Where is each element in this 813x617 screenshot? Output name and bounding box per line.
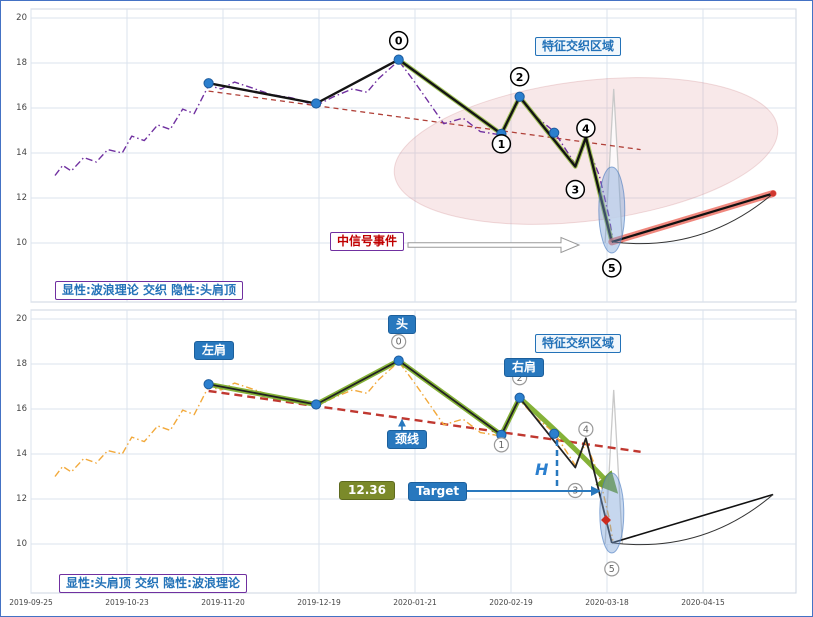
wave-number-circle xyxy=(604,561,620,577)
wave-number: 5 xyxy=(609,564,615,575)
final-arc xyxy=(611,494,774,546)
trendline xyxy=(208,90,641,151)
pivot-dot xyxy=(393,355,404,366)
final-arc xyxy=(611,193,774,245)
pivot-dot xyxy=(514,91,525,102)
wave-number-circle xyxy=(602,258,622,278)
wave-number: 4 xyxy=(582,122,590,135)
wave-line xyxy=(208,359,613,544)
wave-line xyxy=(208,58,613,243)
pivot-dot xyxy=(514,392,525,403)
wave-number-circle xyxy=(493,437,509,453)
panel-top xyxy=(30,8,797,303)
wave-number-circle xyxy=(509,67,530,87)
wave-number-circle xyxy=(565,179,586,200)
signal-arrow xyxy=(407,236,581,254)
wave-number-circle xyxy=(391,334,407,350)
pivot-dot xyxy=(203,379,214,390)
pivot-dot xyxy=(311,399,322,410)
interweave-region-ellipse xyxy=(393,77,779,225)
pivot-dot xyxy=(393,54,404,65)
wave-number: 1 xyxy=(498,440,504,451)
wave-number: 2 xyxy=(516,71,524,84)
wave-number: 0 xyxy=(396,337,402,348)
wave-number: 5 xyxy=(608,262,616,275)
pivot-dot xyxy=(311,98,322,109)
wave-number: 2 xyxy=(517,373,523,384)
wave-number: 0 xyxy=(395,35,403,48)
wave-number: 1 xyxy=(498,138,506,151)
signal-ellipse xyxy=(598,166,626,254)
wave-number-circle xyxy=(491,134,512,154)
wave-number-circle xyxy=(388,30,409,51)
end-dot xyxy=(770,190,777,197)
wave-number: 4 xyxy=(583,424,589,435)
wave-number: 3 xyxy=(571,184,579,197)
price-spike xyxy=(604,88,624,244)
neckline xyxy=(208,389,641,453)
breakdown-diamond xyxy=(601,515,611,525)
wave-number-circle xyxy=(576,118,596,138)
pivot-dot xyxy=(203,78,214,89)
pivot-dot xyxy=(549,428,560,439)
pivot-dot xyxy=(549,127,560,138)
panel-bottom xyxy=(30,309,797,594)
signal-ellipse xyxy=(599,472,625,554)
final-line xyxy=(611,493,774,544)
final-line xyxy=(611,192,774,243)
wave-number-circle xyxy=(578,421,594,437)
